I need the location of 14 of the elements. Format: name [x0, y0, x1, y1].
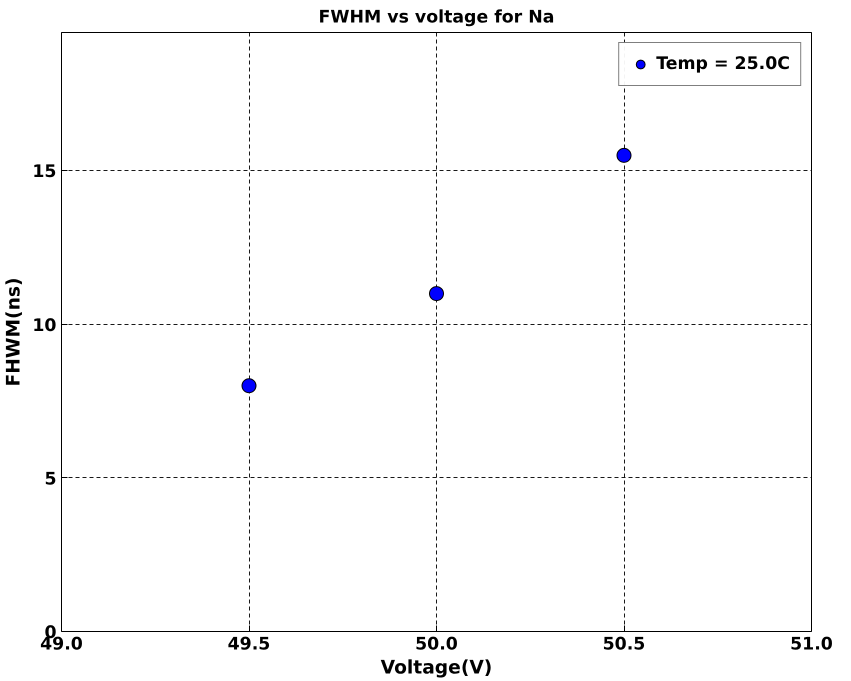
x-tick-label: 50.0 [415, 634, 458, 654]
y-tick-label: 15 [32, 162, 57, 182]
chart-title: FWHM vs voltage for Na [318, 8, 554, 28]
point [242, 378, 256, 394]
x-tick-label: 49.5 [228, 634, 270, 654]
y-axis-title: FHWM(ns) [3, 278, 24, 386]
legend-label: Temp = 25.0C [656, 54, 790, 74]
point [429, 286, 444, 302]
y-tick-label: 10 [32, 316, 57, 336]
y-tick-label: 5 [44, 469, 57, 490]
x-axis-title: Voltage(V) [380, 658, 492, 678]
x-tick-label: 50.5 [602, 634, 646, 654]
point [616, 148, 632, 163]
x-tick-label: 51.0 [790, 634, 833, 654]
